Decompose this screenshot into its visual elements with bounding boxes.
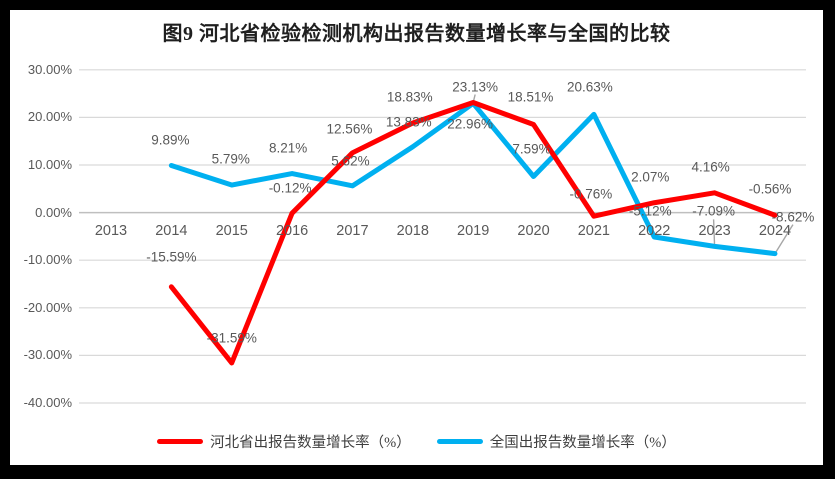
legend-item-national: 全国出报告数量增长率（%） — [436, 431, 676, 452]
data-label: 5.62% — [331, 153, 370, 169]
data-label: 22.96% — [447, 116, 494, 132]
data-label: -0.76% — [569, 186, 613, 202]
hebei-series-line — [168, 100, 778, 366]
data-label: -8.62% — [771, 209, 815, 225]
data-label: -31.59% — [206, 330, 257, 346]
data-label: -7.09% — [692, 203, 735, 219]
legend-label-national: 全国出报告数量增长率（%） — [489, 434, 676, 451]
y-axis-tick: -10.00% — [23, 252, 72, 268]
x-axis-label: 2013 — [94, 222, 128, 239]
data-label: 2.07% — [631, 169, 670, 185]
y-axis-tick: -20.00% — [23, 299, 72, 315]
legend-item-hebei: 河北省出报告数量增长率（%） — [157, 431, 411, 452]
legend-swatch-hebei-icon — [157, 438, 204, 444]
data-label: -0.56% — [748, 181, 792, 197]
y-axis-tick: 0.00% — [35, 204, 72, 220]
x-axis-label: 2018 — [396, 222, 429, 239]
data-label: 4.16% — [691, 159, 730, 175]
data-label: -15.59% — [146, 249, 197, 265]
x-axis-label: 2022 — [638, 222, 671, 239]
y-axis-tick: 20.00% — [27, 109, 72, 125]
chart-title: 图9 河北省检验检测机构出报告数量增长率与全国的比较 — [162, 23, 671, 45]
x-axis-label: 2014 — [155, 222, 188, 239]
data-label: 20.63% — [566, 79, 613, 95]
chart-surface: 图9 河北省检验检测机构出报告数量增长率与全国的比较 30.00% 20.00% 1… — [10, 10, 823, 465]
y-axis-tick: 30.00% — [27, 61, 72, 77]
data-label: 13.83% — [385, 114, 432, 130]
plot-area — [79, 69, 806, 404]
y-axis-tick: -40.00% — [23, 395, 72, 410]
x-axis-label: 2021 — [577, 222, 610, 239]
data-label: 18.83% — [386, 89, 433, 105]
label-leader-line — [712, 219, 716, 247]
legend-label-hebei: 河北省出报告数量增长率（%） — [210, 434, 411, 451]
x-axis-label: 2017 — [336, 222, 369, 239]
x-axis-label: 2019 — [457, 222, 490, 239]
label-leader-line — [774, 224, 794, 255]
x-axis-label: 2024 — [758, 222, 792, 239]
data-label: 9.89% — [151, 132, 190, 148]
data-label: 23.13% — [452, 79, 499, 94]
data-label: 18.51% — [507, 89, 554, 105]
x-axis-label: 2015 — [215, 222, 248, 239]
data-label: 7.59% — [512, 141, 551, 157]
data-label: 5.79% — [211, 151, 250, 167]
x-axis-label: 2016 — [275, 222, 309, 239]
x-axis-label: 2020 — [517, 222, 550, 239]
data-label: 12.56% — [326, 121, 373, 137]
y-axis-tick: -30.00% — [23, 347, 72, 363]
y-axis-tick: 10.00% — [27, 157, 72, 172]
x-axis-label: 2023 — [698, 222, 731, 239]
legend: 河北省出报告数量增长率（%） 全国出报告数量增长率（%） — [10, 430, 823, 452]
data-label: -5.12% — [628, 203, 672, 219]
data-label: -0.12% — [268, 180, 312, 196]
legend-swatch-national-icon — [436, 438, 483, 444]
data-label: 8.21% — [268, 140, 308, 156]
